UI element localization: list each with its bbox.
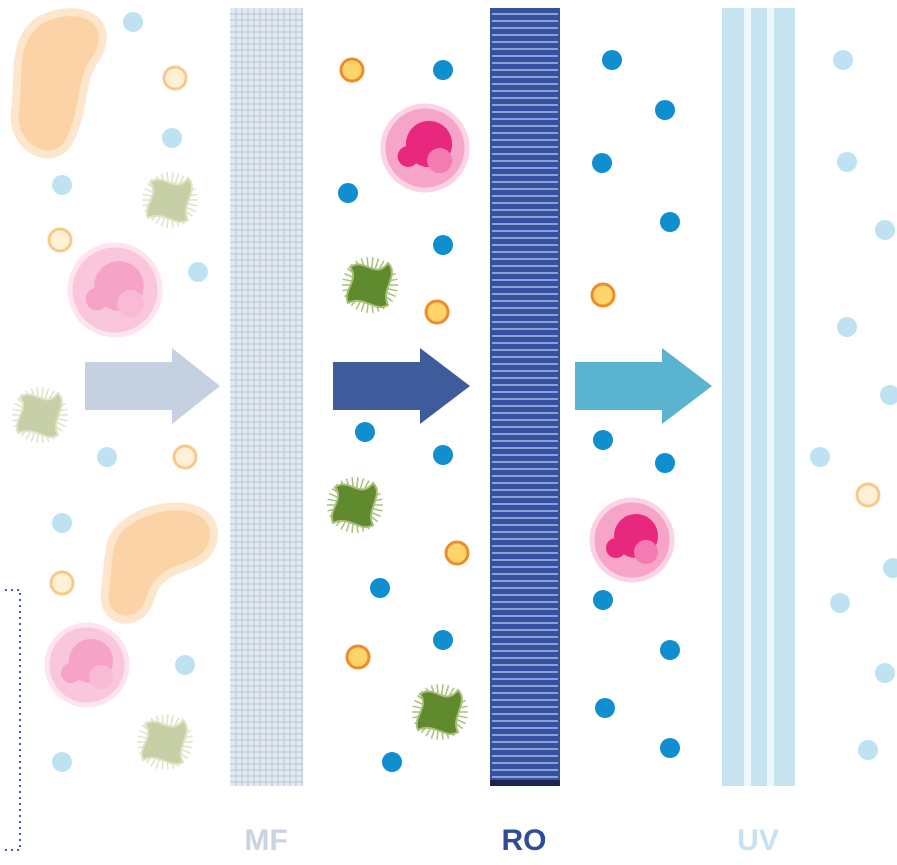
particle [49, 229, 71, 251]
cell-nucleus [398, 146, 419, 167]
light-particle [162, 128, 182, 148]
ion [592, 153, 612, 173]
virus-body [417, 690, 462, 734]
light-particle [97, 447, 117, 467]
light-particle [830, 593, 850, 613]
ion [338, 183, 358, 203]
particle [164, 67, 186, 89]
ion [433, 445, 453, 465]
virus-body [147, 178, 192, 222]
ro-body [490, 8, 560, 786]
light-particle [837, 317, 857, 337]
virus-body [142, 720, 187, 764]
particle [174, 446, 196, 468]
uv-label: UV [737, 824, 779, 857]
light-particle [175, 655, 195, 675]
particle [592, 284, 614, 306]
filtration-diagram: MF RO UV [0, 0, 897, 865]
ion [382, 752, 402, 772]
ion [433, 60, 453, 80]
light-particle [875, 220, 895, 240]
ion [602, 50, 622, 70]
virus-body [347, 263, 392, 307]
light-particle [52, 513, 72, 533]
light-particle [810, 447, 830, 467]
light-particle [52, 752, 72, 772]
ion [660, 640, 680, 660]
virus-body [17, 393, 62, 437]
ro-filter [490, 8, 560, 786]
cell-nucleus [634, 540, 658, 564]
ion [660, 212, 680, 232]
ion [355, 422, 375, 442]
cell-nucleus [117, 290, 144, 317]
ro-base [490, 780, 560, 786]
light-particle [52, 175, 72, 195]
uv-body [722, 8, 795, 786]
cell-nucleus [427, 148, 452, 173]
particle [857, 484, 879, 506]
ion [660, 738, 680, 758]
cell-nucleus [606, 538, 626, 558]
ro-label: RO [502, 824, 547, 857]
uv-filter [722, 8, 795, 786]
mf-filter [230, 8, 303, 786]
mf-label: MF [244, 824, 287, 857]
particle [446, 542, 468, 564]
light-particle [875, 663, 895, 683]
uv-stripe [744, 8, 751, 786]
light-particle [188, 262, 208, 282]
ion [433, 630, 453, 650]
particle [426, 301, 448, 323]
light-particle [858, 740, 878, 760]
ion [593, 590, 613, 610]
ion [595, 698, 615, 718]
cell-nucleus [86, 288, 109, 311]
uv-stripe [767, 8, 774, 786]
light-particle [833, 50, 853, 70]
ion [593, 430, 613, 450]
ion [655, 453, 675, 473]
virus-body [332, 483, 377, 527]
light-particle [123, 12, 143, 32]
cell-nucleus [89, 665, 113, 689]
particle [347, 646, 369, 668]
particle [51, 572, 73, 594]
light-particle [837, 152, 857, 172]
ion [433, 235, 453, 255]
ion [655, 100, 675, 120]
ion [370, 578, 390, 598]
cell-nucleus [61, 663, 81, 683]
particle [341, 59, 363, 81]
